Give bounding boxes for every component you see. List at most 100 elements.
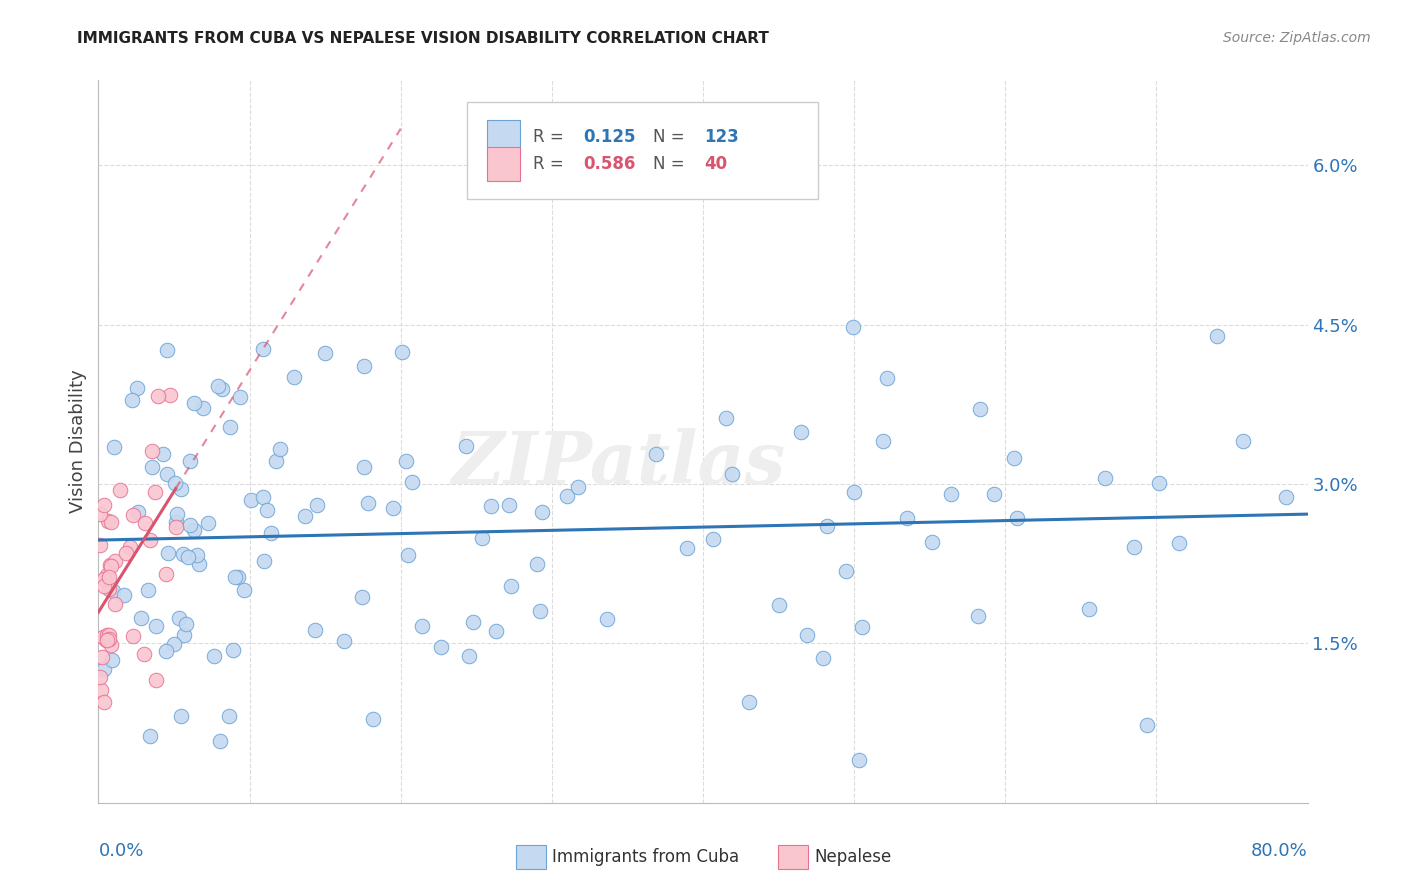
Point [983, 487, 1005, 501]
Point [790, 425, 813, 439]
Point [294, 508, 316, 523]
Point [89, 507, 111, 521]
Point [170, 482, 193, 496]
Point [256, 502, 278, 516]
Point [675, 541, 697, 556]
Point [596, 612, 619, 626]
Point [165, 515, 187, 529]
Point [269, 442, 291, 456]
Point [96, 633, 118, 648]
Point [811, 651, 834, 665]
Point [835, 564, 858, 578]
Point [969, 401, 991, 416]
Point [187, 558, 209, 572]
Point [118, 540, 141, 554]
Point [252, 342, 274, 356]
Point [155, 343, 177, 357]
Point [848, 753, 870, 767]
Point [485, 624, 508, 639]
Point [529, 605, 551, 619]
Point [872, 434, 894, 448]
Point [97, 514, 120, 528]
Point [842, 320, 865, 334]
Point [401, 475, 423, 490]
Text: 0.0%: 0.0% [98, 842, 143, 860]
Bar [486, 120, 520, 154]
Text: R =: R = [533, 128, 568, 146]
Point [939, 487, 962, 501]
Point [353, 359, 375, 374]
Point [264, 454, 287, 468]
Point [163, 476, 186, 491]
Point [100, 558, 122, 573]
Point [314, 345, 336, 359]
Point [110, 483, 132, 497]
Text: ZIPatlas: ZIPatlas [451, 428, 786, 499]
Point [209, 734, 232, 748]
Point [499, 578, 522, 592]
Point [167, 611, 190, 625]
Point [479, 499, 502, 513]
Text: 80.0%: 80.0% [1251, 842, 1308, 860]
Point [138, 729, 160, 743]
Point [177, 550, 200, 565]
Point [155, 567, 177, 582]
Point [97, 582, 120, 596]
Point [1274, 490, 1296, 504]
Point [112, 588, 135, 602]
Point [155, 644, 177, 658]
Point [332, 634, 354, 648]
Point [101, 584, 124, 599]
Point [471, 531, 494, 545]
Point [156, 467, 179, 482]
Point [226, 570, 249, 584]
Text: 123: 123 [704, 128, 740, 146]
Point [122, 508, 145, 522]
Point [1005, 511, 1028, 525]
Point [145, 673, 167, 688]
Point [172, 547, 194, 561]
Point [134, 516, 156, 531]
Point [1002, 450, 1025, 465]
Point [967, 609, 990, 624]
Point [197, 516, 219, 530]
Point [127, 505, 149, 519]
Point [207, 379, 229, 393]
Point [222, 643, 245, 657]
Point [381, 501, 404, 516]
Point [1123, 541, 1146, 555]
Point [876, 371, 898, 385]
Point [896, 510, 918, 524]
Point [115, 546, 138, 560]
Point [159, 388, 181, 402]
Point [305, 498, 328, 512]
Text: Immigrants from Cuba: Immigrants from Cuba [551, 848, 740, 866]
Point [100, 515, 122, 529]
Point [768, 598, 790, 612]
Point [174, 616, 197, 631]
Point [163, 637, 186, 651]
Point [179, 517, 201, 532]
Text: 40: 40 [704, 155, 727, 173]
Point [218, 709, 240, 723]
Point [796, 628, 818, 642]
Bar [467, 102, 818, 200]
Point [93, 579, 115, 593]
Point [391, 345, 413, 359]
Point [125, 381, 148, 395]
Point [396, 549, 419, 563]
Point [239, 493, 262, 508]
Point [183, 396, 205, 410]
Bar [486, 147, 520, 181]
Point [97, 632, 120, 646]
Point [141, 444, 163, 458]
Point [1149, 476, 1171, 491]
Point [186, 548, 208, 562]
Point [361, 712, 384, 726]
Text: N =: N = [654, 155, 690, 173]
Point [844, 484, 866, 499]
Point [134, 647, 156, 661]
Point [131, 611, 153, 625]
Text: N =: N = [654, 128, 690, 146]
Point [211, 382, 233, 396]
